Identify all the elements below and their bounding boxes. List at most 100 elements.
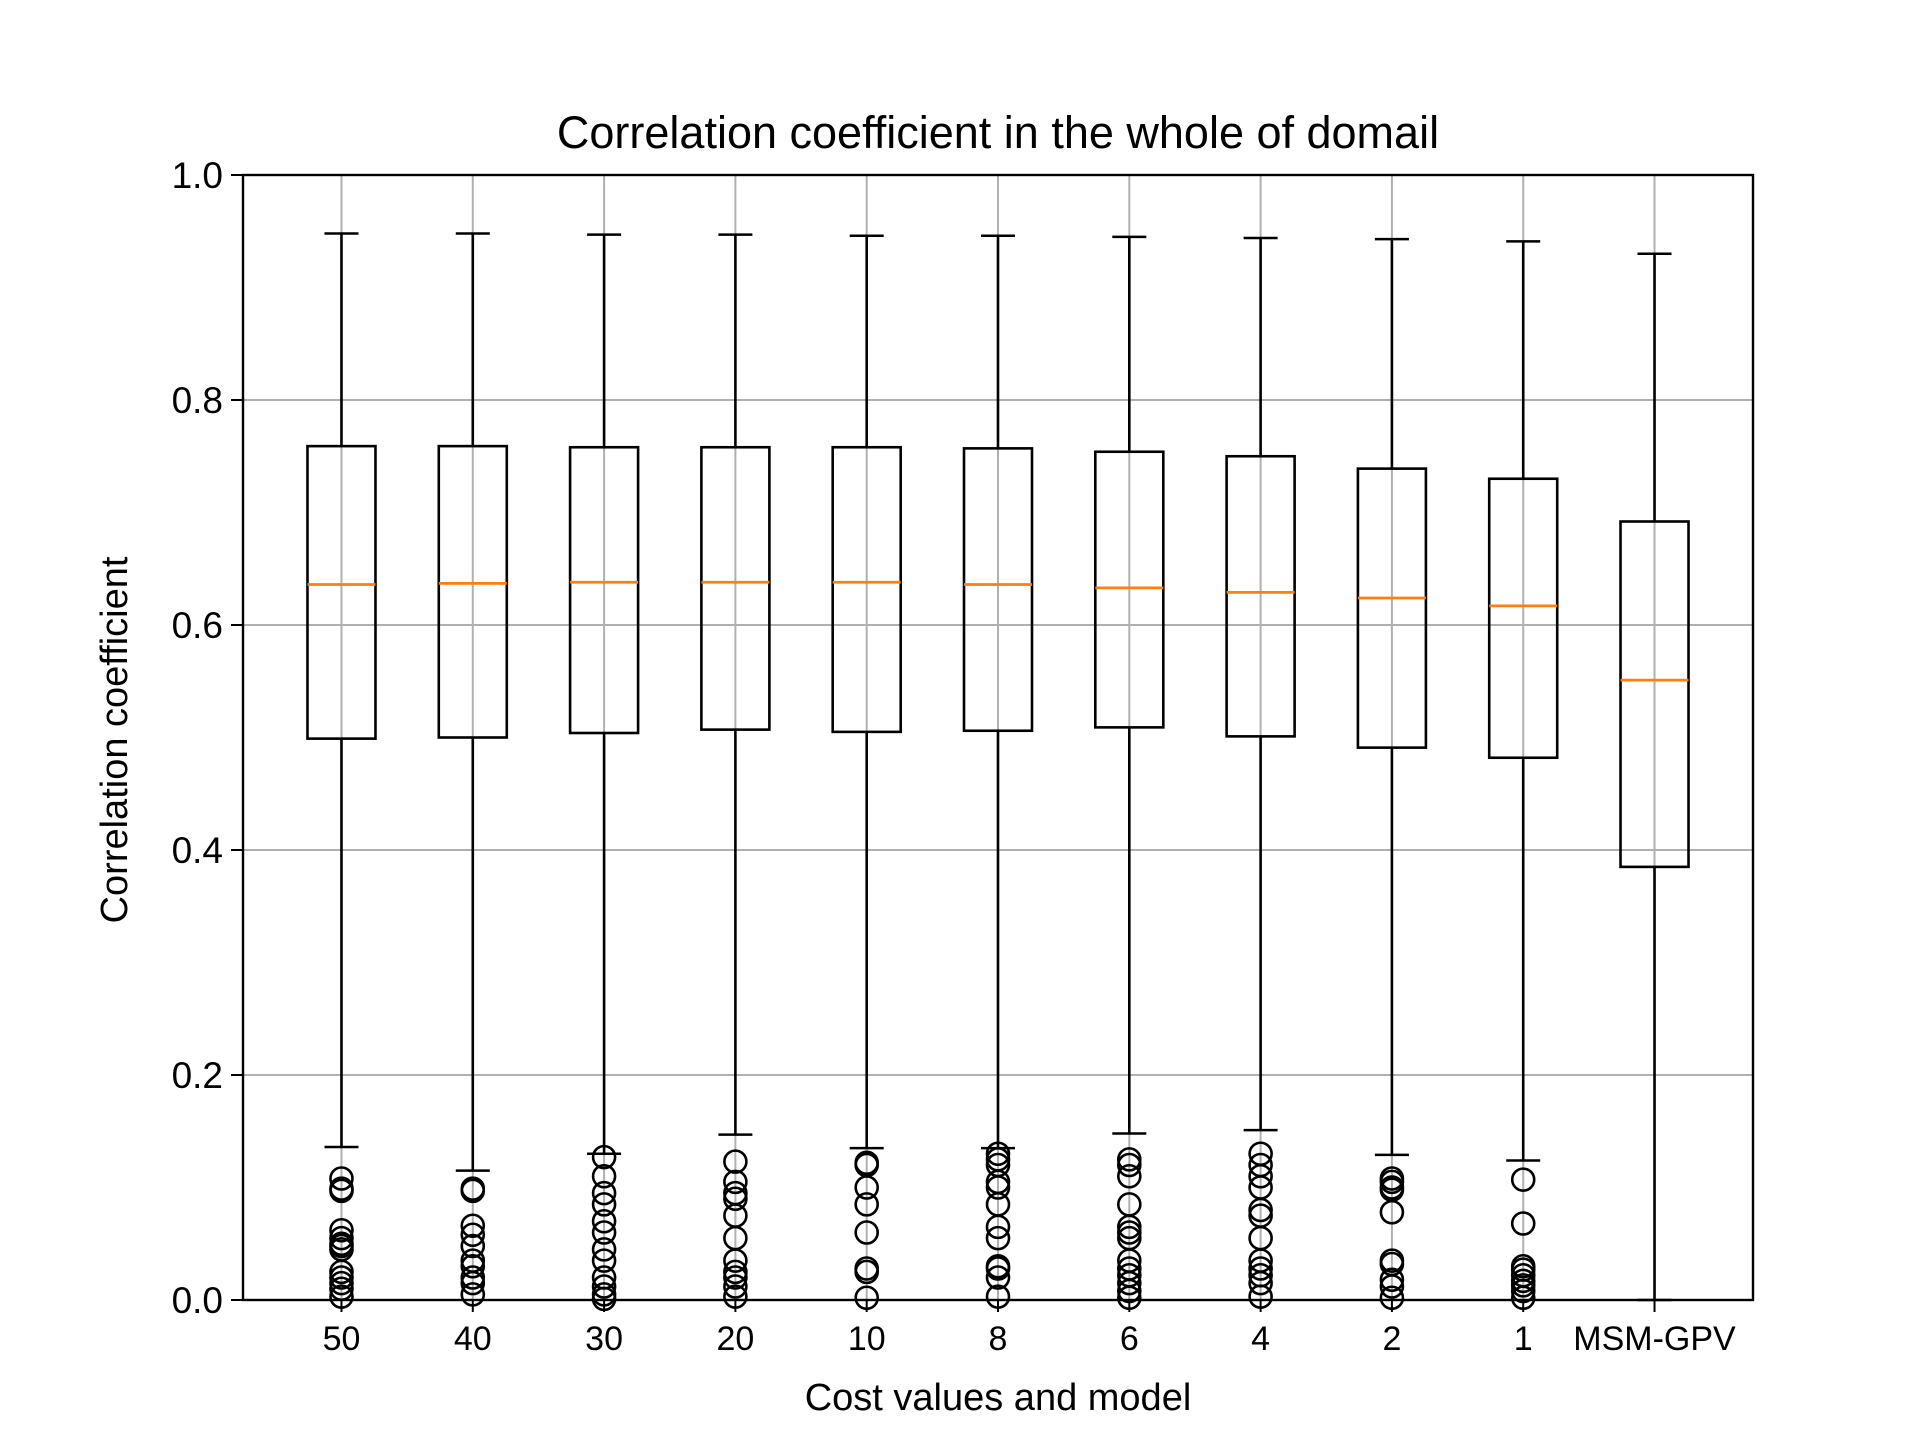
- outlier-point: [329, 1225, 354, 1251]
- outlier-point: [985, 1265, 1011, 1290]
- iqr-box: [437, 444, 509, 739]
- box-group-20: [700, 233, 771, 1309]
- box-group-40: [437, 232, 509, 1307]
- x-tick-label: 2: [1382, 1320, 1401, 1358]
- outlier-point: [854, 1192, 879, 1217]
- outlier-point: [1248, 1197, 1273, 1223]
- outlier-point: [985, 1225, 1011, 1251]
- x-tick-label: 10: [848, 1320, 886, 1358]
- outlier-point: [854, 1175, 879, 1200]
- box-group-10: [831, 234, 902, 1311]
- outlier-point: [591, 1208, 617, 1234]
- y-tick-label: 0.0: [172, 1280, 223, 1321]
- chart-title: Correlation coefficient in the whole of …: [557, 107, 1439, 158]
- outlier-point: [460, 1213, 486, 1239]
- outlier-point: [985, 1175, 1011, 1200]
- iqr-box: [1094, 450, 1165, 729]
- x-tick-label: 6: [1120, 1320, 1139, 1358]
- iqr-box: [831, 445, 902, 734]
- outlier-point: [1248, 1163, 1273, 1189]
- outlier-point: [591, 1180, 617, 1206]
- iqr-box: [568, 445, 640, 735]
- outlier-point: [460, 1253, 486, 1279]
- y-tick-label: 0.8: [172, 380, 223, 421]
- iqr-box: [306, 444, 377, 740]
- outlier-point: [1510, 1211, 1536, 1236]
- outlier-point: [1117, 1214, 1142, 1240]
- outlier-point: [723, 1186, 748, 1212]
- y-tick-label: 0.4: [172, 830, 223, 871]
- box-group-4: [1225, 236, 1296, 1309]
- outlier-point: [460, 1233, 486, 1259]
- outlier-point: [1117, 1152, 1142, 1178]
- outlier-point: [1117, 1270, 1142, 1296]
- outlier-point: [591, 1237, 617, 1262]
- plot-frame: [241, 173, 1755, 1302]
- outlier-point: [329, 1259, 354, 1285]
- outlier-point: [985, 1256, 1011, 1281]
- iqr-box: [1225, 454, 1296, 738]
- iqr-box: [1487, 477, 1559, 760]
- outlier-point: [1248, 1270, 1273, 1296]
- outlier-point: [460, 1270, 486, 1296]
- outlier-point: [1379, 1274, 1405, 1299]
- outlier-point: [591, 1248, 617, 1273]
- box-group-30: [568, 233, 640, 1312]
- outlier-point: [1379, 1169, 1405, 1195]
- outlier-point: [460, 1222, 486, 1248]
- iqr-box: [962, 447, 1034, 733]
- outlier-point: [985, 1141, 1011, 1167]
- y-axis-label: Correlation coefficient: [94, 556, 136, 923]
- box-group-8: [962, 234, 1034, 1309]
- outlier-point: [723, 1248, 748, 1273]
- outlier-point: [460, 1265, 486, 1290]
- outlier-point: [1117, 1147, 1142, 1172]
- axes: 0.0 0.2 0.4 0.6 0.8 1.0 50 40 30 20 10 8 6 4 2 1 MSM-GPV: [172, 155, 1755, 1358]
- x-tick-label: 50: [323, 1320, 361, 1358]
- outlier-point: [591, 1220, 617, 1245]
- outlier-point: [854, 1220, 879, 1245]
- outlier-point: [723, 1169, 748, 1195]
- y-tick-label: 0.2: [172, 1055, 223, 1096]
- box-group-1: [1487, 240, 1559, 1311]
- outlier-point: [854, 1259, 879, 1285]
- box-group-6: [1094, 235, 1165, 1311]
- outlier-point: [591, 1274, 617, 1299]
- box-group-2: [1356, 237, 1428, 1311]
- outlier-point: [1379, 1267, 1405, 1293]
- outlier-point: [723, 1149, 748, 1174]
- outlier-point: [1117, 1163, 1142, 1189]
- outlier-point: [1510, 1167, 1536, 1192]
- box-group-50: [306, 232, 377, 1309]
- y-tick-label: 1.0: [172, 155, 223, 196]
- x-axis-label: Cost values and model: [805, 1377, 1192, 1419]
- outlier-point: [329, 1178, 354, 1204]
- x-tick-label: MSM-GPV: [1573, 1320, 1736, 1358]
- x-tick-label: 8: [989, 1320, 1008, 1358]
- iqr-box: [700, 445, 771, 731]
- outlier-point: [329, 1217, 354, 1243]
- outlier-point: [1379, 1199, 1405, 1225]
- x-tick-label: 40: [454, 1320, 492, 1358]
- box-group-MSM-GPV: [1619, 252, 1690, 1302]
- outlier-point: [723, 1259, 748, 1285]
- outlier-point: [985, 1214, 1011, 1240]
- outlier-point: [591, 1192, 617, 1217]
- outlier-point: [1117, 1220, 1142, 1245]
- y-tick-label: 0.6: [172, 605, 223, 646]
- x-tick-label: 4: [1251, 1320, 1270, 1358]
- outlier-point: [591, 1163, 617, 1189]
- outlier-point: [1248, 1256, 1273, 1281]
- outlier-point: [460, 1178, 486, 1204]
- outlier-point: [723, 1265, 748, 1290]
- outlier-point: [329, 1265, 354, 1290]
- x-tick-label: 30: [585, 1320, 623, 1358]
- outlier-point: [723, 1274, 748, 1299]
- x-tick-label: 20: [716, 1320, 754, 1358]
- outlier-point: [591, 1144, 617, 1170]
- outlier-point: [329, 1270, 354, 1296]
- x-tick-label: 1: [1514, 1320, 1533, 1358]
- boxes: [306, 232, 1690, 1312]
- outlier-point: [1510, 1273, 1536, 1298]
